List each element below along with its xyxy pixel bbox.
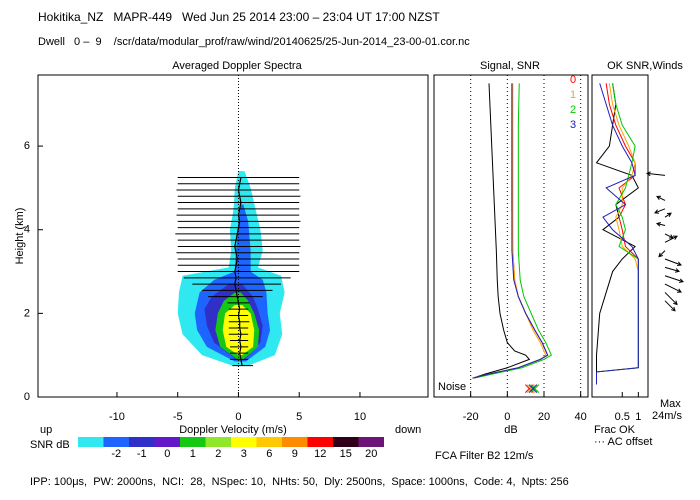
colorbar-tick: 3 [241, 448, 247, 460]
x-tick-label: 10 [354, 411, 366, 423]
wind-arrow [645, 171, 666, 177]
wind-arrow [664, 292, 678, 306]
colorbar-tick: 20 [365, 448, 377, 460]
wind-arrow [654, 208, 666, 214]
colorbar-tick: -1 [137, 448, 147, 460]
colorbar-box [256, 437, 282, 447]
noise-label: Noise [438, 381, 466, 393]
panel-frame [591, 74, 649, 398]
y-tick-label: 0 [24, 391, 30, 403]
wind-arrow [656, 195, 666, 201]
colorbar-tick: 9 [292, 448, 298, 460]
colorbar-box [154, 437, 180, 447]
x-tick-label: 5 [296, 411, 302, 423]
x-tick-label: -10 [109, 411, 125, 423]
frac-ok-label: Frac OK [594, 424, 636, 436]
wind-arrow [655, 222, 666, 227]
y-tick-label: 6 [24, 140, 30, 152]
series-line [472, 83, 531, 379]
series-line [472, 83, 549, 379]
panel-frame [37, 74, 429, 398]
colorbar-label: SNR dB [30, 439, 70, 451]
down-label: down [395, 424, 421, 436]
series-line [595, 83, 639, 385]
colorbar-tick: 15 [340, 448, 352, 460]
noise-marker [526, 384, 536, 393]
legend-entry: 1 [570, 89, 576, 101]
colorbar-box [205, 437, 231, 447]
panel-frame [433, 74, 589, 398]
wind-arrow [658, 250, 666, 258]
colorbar-box [103, 437, 129, 447]
colorbar-tick: 0 [164, 448, 170, 460]
up-label: up [40, 424, 52, 436]
series-line [472, 83, 547, 379]
y-tick-label: 2 [24, 307, 30, 319]
wind-arrow [664, 300, 676, 312]
colorbar-box [307, 437, 333, 447]
colorbar-box [333, 437, 359, 447]
colorbar-tick: 2 [215, 448, 221, 460]
legend-entry: 3 [570, 119, 576, 131]
ac-offset-note: ··· AC offset [594, 436, 652, 448]
panel-title: Signal, SNR [480, 60, 540, 72]
series-line [596, 83, 639, 385]
x-tick-label: 40 [575, 411, 587, 423]
colorbar-box [282, 437, 308, 447]
max-label: Max [660, 398, 681, 410]
wind-arrow [664, 283, 682, 293]
colorbar-tick: 1 [190, 448, 196, 460]
series-line [474, 83, 552, 379]
colorbar-tick: 12 [314, 448, 326, 460]
x-tick-label: -5 [173, 411, 183, 423]
header-line: Dwell 0 – 9 /scr/data/modular_prof/raw/w… [38, 36, 470, 48]
noise-marker [530, 384, 540, 393]
x-tick-label: 0 [235, 411, 241, 423]
series-line [472, 83, 549, 379]
y-tick-label: 4 [24, 224, 30, 236]
wind-arrow [664, 266, 681, 273]
x-tick-label: 0.5 [615, 411, 630, 423]
colorbar-box [129, 437, 155, 447]
wind-arrow [664, 235, 678, 243]
wind-arrow [664, 212, 672, 218]
footer: IPP: 100μs, PW: 2000ns, NCI: 28, NSpec: … [30, 476, 569, 488]
mean-velocity [234, 177, 243, 366]
noise-marker [528, 384, 538, 393]
colorbar-tick: 6 [266, 448, 272, 460]
colorbar-box [231, 437, 257, 447]
wind-arrow [664, 233, 674, 239]
panel-title: Averaged Doppler Spectra [172, 60, 302, 72]
filter-note: FCA Filter B2 12m/s [435, 450, 534, 462]
legend-entry: 0 [570, 74, 576, 86]
colorbar-box [358, 437, 384, 447]
x-axis-label: dB [504, 424, 517, 436]
wind-arrow [664, 258, 682, 267]
wind-arrow [664, 275, 684, 283]
x-axis-label: Doppler Velocity (m/s) [179, 424, 287, 436]
colorbar-tick: -2 [111, 448, 121, 460]
y-axis-label: Height (km) [14, 208, 26, 265]
x-tick-label: 1 [635, 411, 641, 423]
header-line: Hokitika_NZ MAPR-449 Wed Jun 25 2014 23:… [38, 10, 440, 24]
colorbar-box [180, 437, 206, 447]
legend-entry: 2 [570, 104, 576, 116]
panel-title: OK SNR,Winds [607, 60, 683, 72]
x-tick-label: -20 [463, 411, 479, 423]
colorbar-box [78, 437, 104, 447]
max-value: 24m/s [652, 410, 682, 422]
x-tick-label: 20 [538, 411, 550, 423]
x-tick-label: 0 [504, 411, 510, 423]
